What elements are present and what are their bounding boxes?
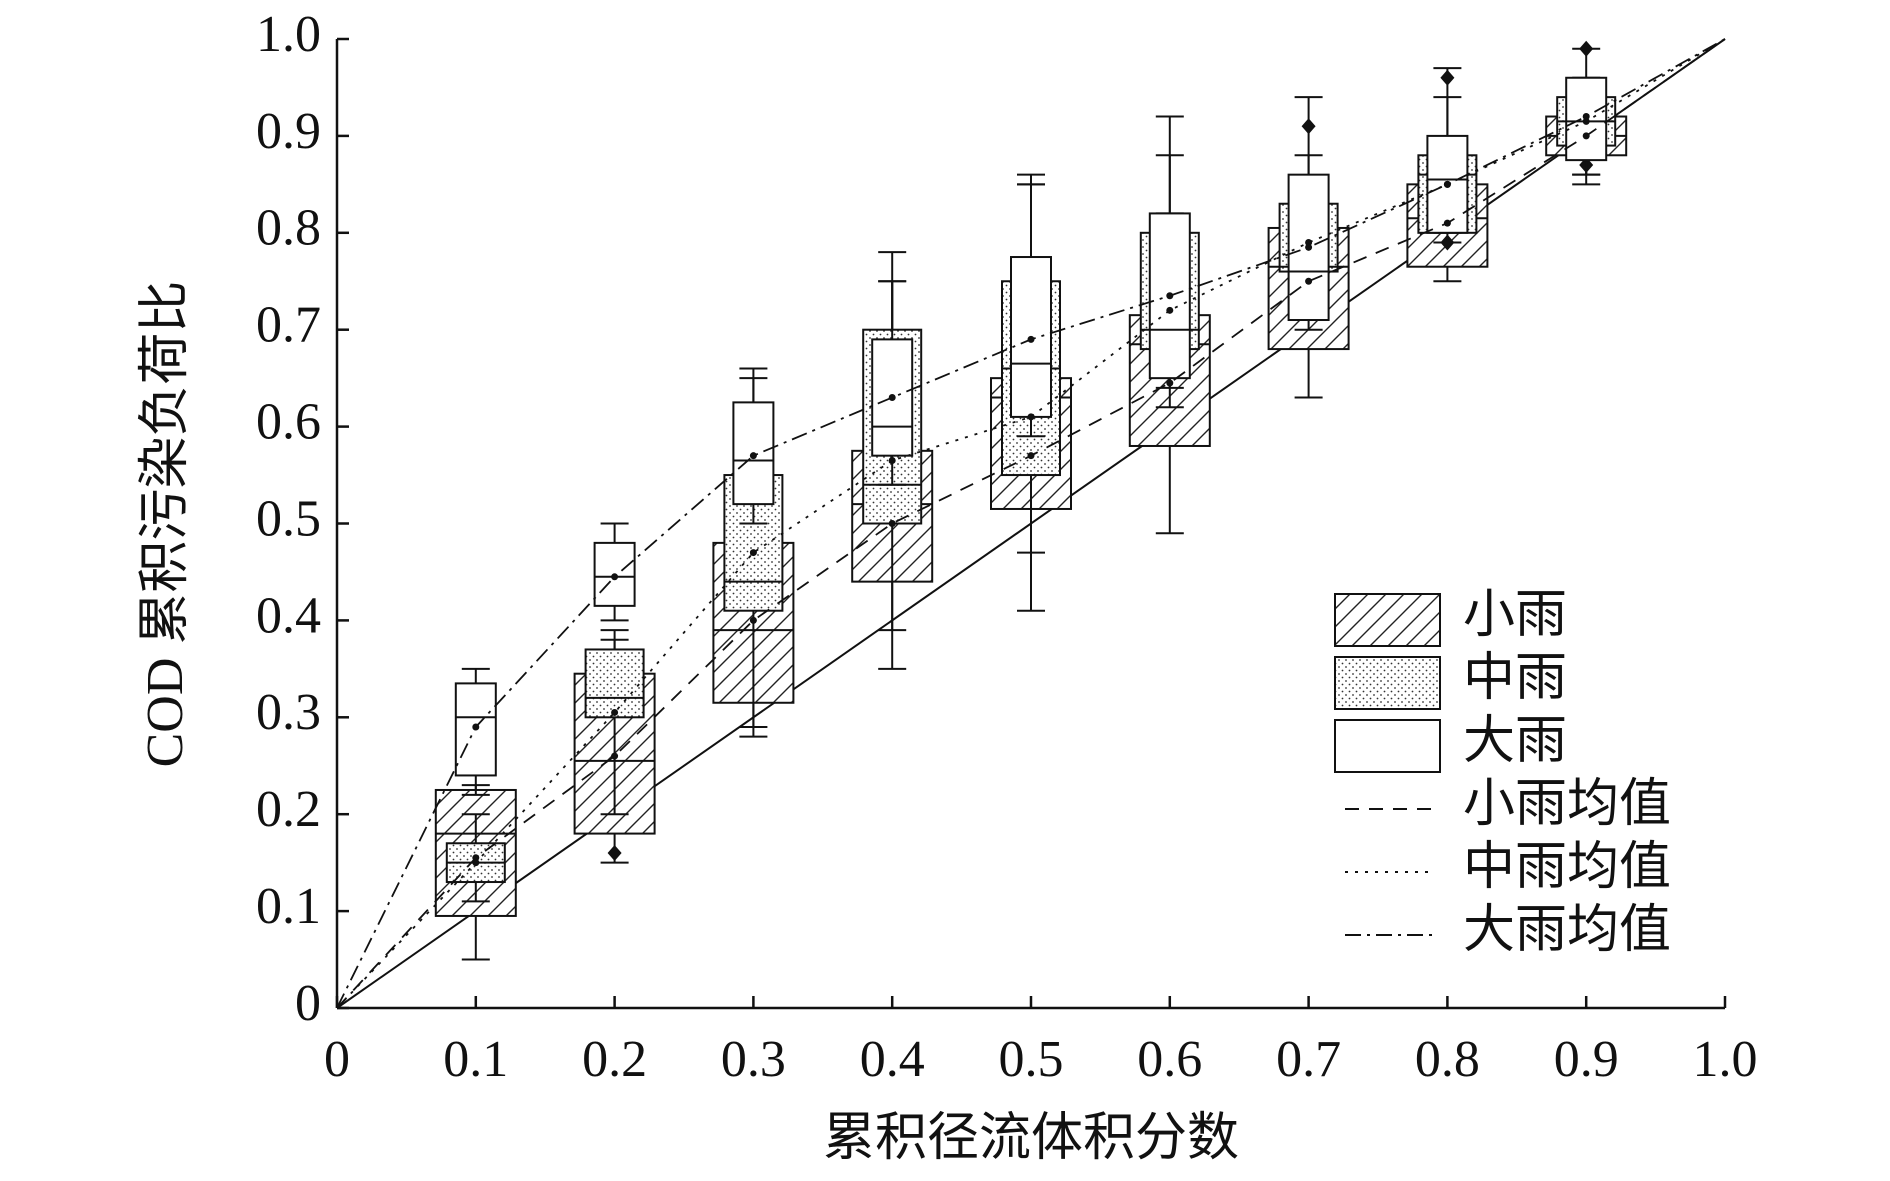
x-tick-label: 0.6: [1137, 1031, 1202, 1088]
mean-line: [336, 38, 1726, 1009]
x-axis-label: 累积径流体积分数: [823, 1110, 1239, 1167]
legend-label: 中雨均值: [1463, 839, 1671, 896]
box: [1010, 256, 1052, 418]
x-tick-label: 0.3: [721, 1031, 786, 1088]
y-tick-label: 0.2: [256, 781, 321, 838]
x-tick-label: 0.7: [1276, 1031, 1341, 1088]
y-tick-label: 0.8: [256, 200, 321, 257]
mean-dot: [749, 549, 757, 557]
mean-dot: [1305, 277, 1313, 285]
legend-swatch: [1334, 719, 1441, 773]
legend-label: 中雨: [1463, 650, 1567, 707]
legend-label: 小雨均值: [1463, 776, 1671, 833]
mean-dot: [1027, 335, 1035, 343]
y-tick-label: 0.3: [256, 684, 321, 741]
mean-dot: [749, 616, 757, 624]
legend-label: 大雨: [1463, 713, 1567, 770]
y-axis-label: COD 累积污染负荷比: [137, 281, 194, 768]
mean-dot: [611, 708, 619, 716]
mean-dot: [888, 394, 896, 402]
mean-dot: [611, 752, 619, 760]
mean-dot: [1305, 243, 1313, 251]
mean-dot: [888, 457, 896, 465]
x-tick-label: 0.5: [999, 1031, 1064, 1088]
outlier: [607, 844, 622, 861]
legend-label: 大雨均值: [1463, 902, 1671, 959]
x-tick-label: 0.1: [443, 1031, 508, 1088]
mean-dot: [1443, 180, 1451, 188]
mean-dot: [1166, 306, 1174, 314]
y-tick-label: 0.1: [256, 878, 321, 935]
outlier: [1440, 69, 1455, 86]
y-tick-label: 0.6: [256, 394, 321, 451]
legend-label: 小雨: [1463, 587, 1567, 644]
mean-dot: [1166, 292, 1174, 300]
x-tick-label: 0.2: [582, 1031, 647, 1088]
legend-swatch: [1334, 656, 1441, 710]
x-tick-label: 0.9: [1554, 1031, 1619, 1088]
mean-dot: [1443, 219, 1451, 227]
mean-dot: [1305, 238, 1313, 246]
mean-dot: [472, 723, 480, 731]
y-tick-label: 1.0: [256, 6, 321, 63]
y-tick-label: 0.5: [256, 490, 321, 547]
mean-dot: [472, 854, 480, 862]
x-tick-label: 0.4: [860, 1031, 925, 1088]
y-tick-label: 0.7: [256, 297, 321, 354]
mean-dot: [1166, 379, 1174, 387]
y-tick-label: 0: [295, 975, 321, 1032]
mean-dot: [1582, 113, 1590, 121]
y-tick-label: 0.4: [256, 587, 321, 644]
mean-dot: [749, 452, 757, 460]
mean-dot: [611, 573, 619, 581]
mean-dot: [1027, 452, 1035, 460]
outlier: [1301, 118, 1316, 135]
y-tick-label: 0.9: [256, 103, 321, 160]
x-tick-label: 0: [324, 1031, 350, 1088]
mean-dot: [1582, 117, 1590, 125]
mean-dot: [1582, 132, 1590, 140]
mean-dot: [1027, 413, 1035, 421]
x-tick-label: 1.0: [1693, 1031, 1758, 1088]
outlier: [1579, 40, 1594, 57]
box: [584, 648, 645, 719]
legend-swatch: [1334, 593, 1441, 647]
mean-dot: [472, 859, 480, 867]
mean-dot: [888, 520, 896, 527]
x-tick-label: 0.8: [1415, 1031, 1480, 1088]
